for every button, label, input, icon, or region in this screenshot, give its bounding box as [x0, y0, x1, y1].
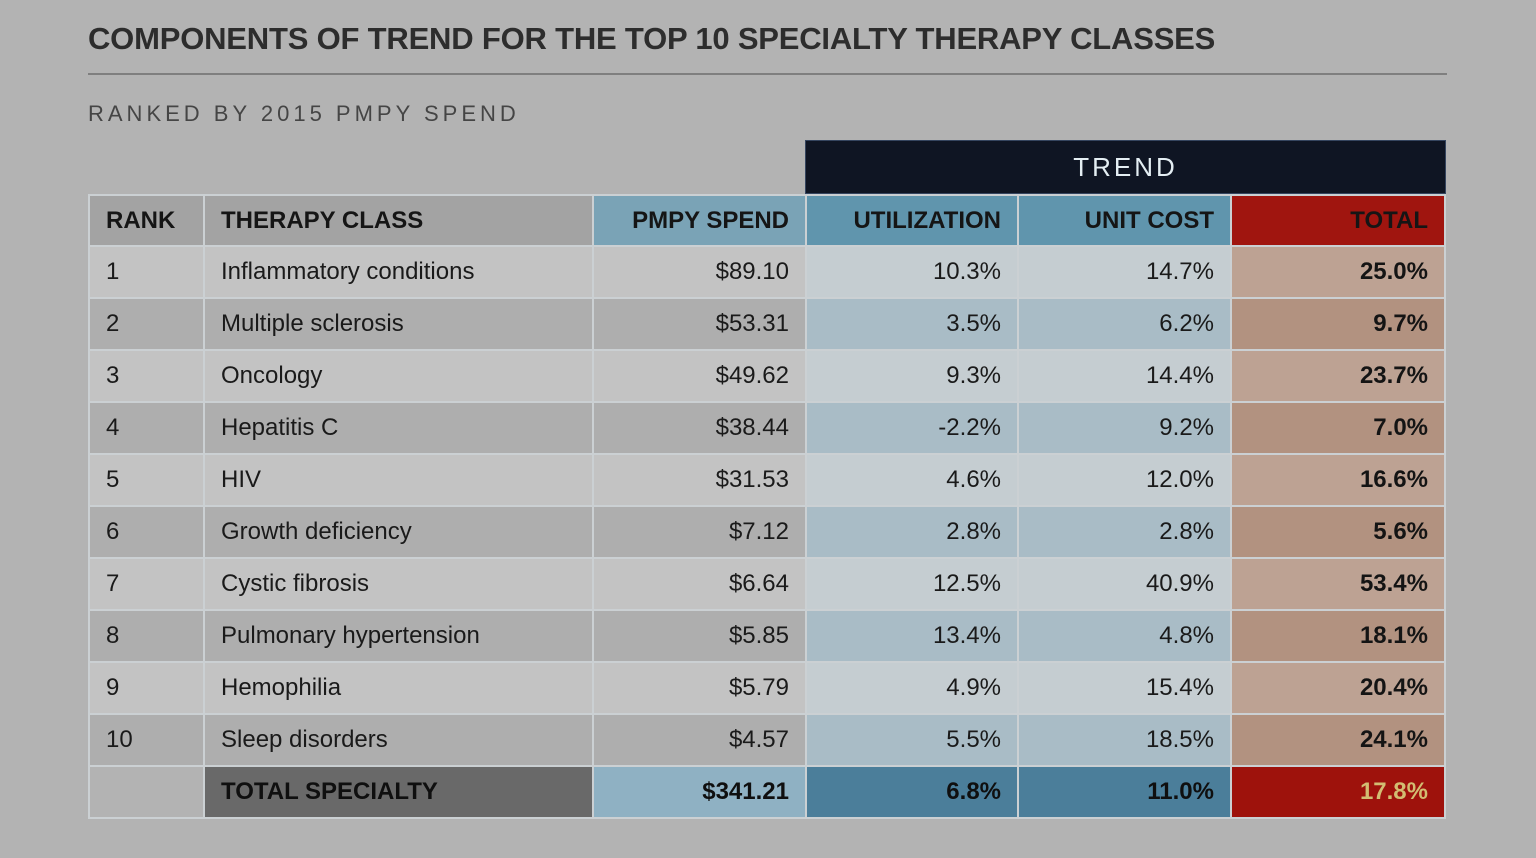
- total-row-label: TOTAL SPECIALTY: [205, 767, 592, 817]
- column-header-utilization: UTILIZATION: [807, 196, 1017, 245]
- unit-cost-cell: 4.8%: [1019, 611, 1230, 661]
- column-header-therapy-class: THERAPY CLASS: [205, 196, 592, 245]
- table-row: 10 Sleep disorders $4.57 5.5% 18.5% 24.1…: [90, 715, 1444, 765]
- rank-cell: 10: [90, 715, 203, 765]
- utilization-cell: 12.5%: [807, 559, 1017, 609]
- page-subtitle: RANKED BY 2015 PMPY SPEND: [88, 101, 520, 126]
- total-cell: 16.6%: [1232, 455, 1444, 505]
- rank-cell: 9: [90, 663, 203, 713]
- unit-cost-cell: 6.2%: [1019, 299, 1230, 349]
- table-row: 9 Hemophilia $5.79 4.9% 15.4% 20.4%: [90, 663, 1444, 713]
- specialty-trend-table: RANK THERAPY CLASS PMPY SPEND UTILIZATIO…: [88, 194, 1446, 819]
- total-cell: 23.7%: [1232, 351, 1444, 401]
- rank-cell: 5: [90, 455, 203, 505]
- total-row-unit-cost-cell: 11.0%: [1019, 767, 1230, 817]
- therapy-class-cell: Hemophilia: [205, 663, 592, 713]
- pmpy-spend-cell: $31.53: [594, 455, 805, 505]
- therapy-class-cell: Oncology: [205, 351, 592, 401]
- rank-cell: 2: [90, 299, 203, 349]
- pmpy-spend-cell: $53.31: [594, 299, 805, 349]
- unit-cost-cell: 2.8%: [1019, 507, 1230, 557]
- unit-cost-cell: 15.4%: [1019, 663, 1230, 713]
- utilization-cell: 4.6%: [807, 455, 1017, 505]
- table-row: 3 Oncology $49.62 9.3% 14.4% 23.7%: [90, 351, 1444, 401]
- utilization-cell: 2.8%: [807, 507, 1017, 557]
- therapy-class-cell: Growth deficiency: [205, 507, 592, 557]
- rank-cell: 4: [90, 403, 203, 453]
- therapy-class-cell: Hepatitis C: [205, 403, 592, 453]
- rank-cell: 8: [90, 611, 203, 661]
- column-header-rank: RANK: [90, 196, 203, 245]
- total-cell: 20.4%: [1232, 663, 1444, 713]
- therapy-class-cell: HIV: [205, 455, 592, 505]
- table-row: 6 Growth deficiency $7.12 2.8% 2.8% 5.6%: [90, 507, 1444, 557]
- table-row: 1 Inflammatory conditions $89.10 10.3% 1…: [90, 247, 1444, 297]
- page-title: COMPONENTS OF TREND FOR THE TOP 10 SPECI…: [88, 21, 1216, 56]
- rank-cell: 7: [90, 559, 203, 609]
- total-cell: 5.6%: [1232, 507, 1444, 557]
- rank-cell: 3: [90, 351, 203, 401]
- utilization-cell: 5.5%: [807, 715, 1017, 765]
- table-row: 5 HIV $31.53 4.6% 12.0% 16.6%: [90, 455, 1444, 505]
- pmpy-spend-cell: $38.44: [594, 403, 805, 453]
- unit-cost-cell: 18.5%: [1019, 715, 1230, 765]
- therapy-class-cell: Sleep disorders: [205, 715, 592, 765]
- total-row: TOTAL SPECIALTY $341.21 6.8% 11.0% 17.8%: [90, 767, 1444, 817]
- total-row-utilization-cell: 6.8%: [807, 767, 1017, 817]
- table-row: 2 Multiple sclerosis $53.31 3.5% 6.2% 9.…: [90, 299, 1444, 349]
- utilization-cell: 3.5%: [807, 299, 1017, 349]
- pmpy-spend-cell: $7.12: [594, 507, 805, 557]
- pmpy-spend-cell: $6.64: [594, 559, 805, 609]
- pmpy-spend-cell: $4.57: [594, 715, 805, 765]
- unit-cost-cell: 12.0%: [1019, 455, 1230, 505]
- column-header-pmpy-spend: PMPY SPEND: [594, 196, 805, 245]
- pmpy-spend-cell: $49.62: [594, 351, 805, 401]
- total-row-total-cell: 17.8%: [1232, 767, 1444, 817]
- table-row: 4 Hepatitis C $38.44 -2.2% 9.2% 7.0%: [90, 403, 1444, 453]
- rank-cell: 1: [90, 247, 203, 297]
- therapy-class-cell: Inflammatory conditions: [205, 247, 592, 297]
- trend-table-container: TREND RANK THERAPY CLASS PMPY SPEND UTIL…: [88, 140, 1446, 819]
- unit-cost-cell: 14.4%: [1019, 351, 1230, 401]
- total-cell: 53.4%: [1232, 559, 1444, 609]
- total-cell: 25.0%: [1232, 247, 1444, 297]
- therapy-class-cell: Cystic fibrosis: [205, 559, 592, 609]
- utilization-cell: 9.3%: [807, 351, 1017, 401]
- therapy-class-cell: Multiple sclerosis: [205, 299, 592, 349]
- utilization-cell: 13.4%: [807, 611, 1017, 661]
- unit-cost-cell: 9.2%: [1019, 403, 1230, 453]
- rank-cell: 6: [90, 507, 203, 557]
- total-cell: 9.7%: [1232, 299, 1444, 349]
- total-cell: 7.0%: [1232, 403, 1444, 453]
- unit-cost-cell: 40.9%: [1019, 559, 1230, 609]
- table-body: 1 Inflammatory conditions $89.10 10.3% 1…: [90, 247, 1444, 765]
- total-cell: 18.1%: [1232, 611, 1444, 661]
- total-cell: 24.1%: [1232, 715, 1444, 765]
- pmpy-spend-cell: $5.79: [594, 663, 805, 713]
- pmpy-spend-cell: $5.85: [594, 611, 805, 661]
- column-header-total: TOTAL: [1232, 196, 1444, 245]
- title-divider: [88, 73, 1447, 75]
- total-row-pmpy-spend-cell: $341.21: [594, 767, 805, 817]
- trend-group-header: TREND: [805, 140, 1446, 194]
- unit-cost-cell: 14.7%: [1019, 247, 1230, 297]
- utilization-cell: 10.3%: [807, 247, 1017, 297]
- column-header-unit-cost: UNIT COST: [1019, 196, 1230, 245]
- pmpy-spend-cell: $89.10: [594, 247, 805, 297]
- utilization-cell: -2.2%: [807, 403, 1017, 453]
- total-row-empty-cell: [90, 767, 203, 817]
- table-row: 7 Cystic fibrosis $6.64 12.5% 40.9% 53.4…: [90, 559, 1444, 609]
- table-header-row: RANK THERAPY CLASS PMPY SPEND UTILIZATIO…: [90, 196, 1444, 245]
- utilization-cell: 4.9%: [807, 663, 1017, 713]
- table-row: 8 Pulmonary hypertension $5.85 13.4% 4.8…: [90, 611, 1444, 661]
- therapy-class-cell: Pulmonary hypertension: [205, 611, 592, 661]
